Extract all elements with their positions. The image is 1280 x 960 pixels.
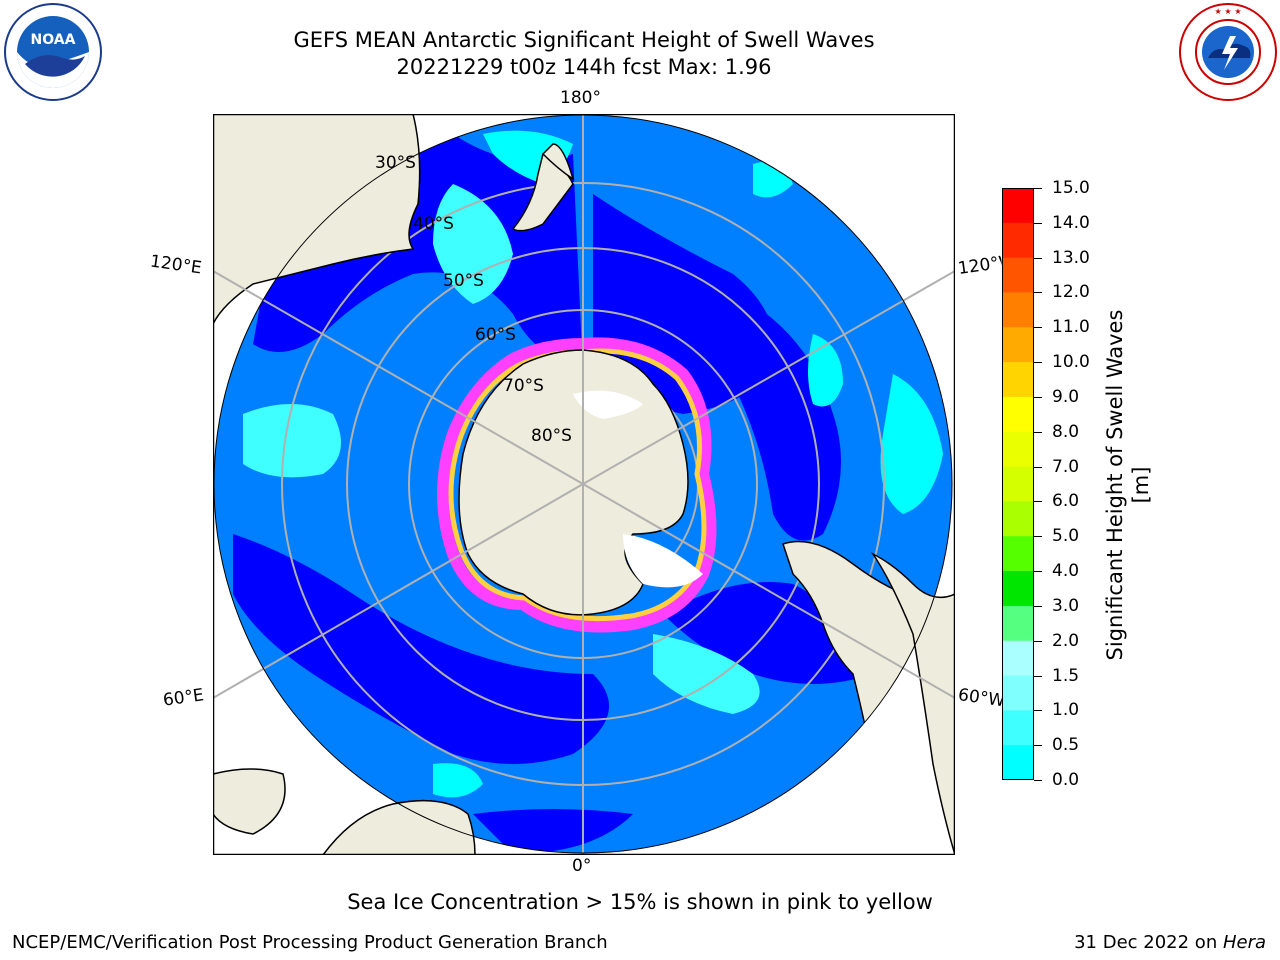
swell-mid-region [433, 184, 513, 304]
colorbar-tick-mark [1034, 327, 1042, 329]
colorbar-tick-label: 11.0 [1052, 317, 1090, 338]
colorbar-tick-label: 13.0 [1052, 247, 1090, 268]
lat-label-60s: 60°S [475, 325, 516, 345]
swell-mid-region [653, 634, 760, 714]
swell-low-region [233, 534, 609, 764]
colorbar-tick-mark [1034, 466, 1042, 468]
colorbar-tick-label: 1.0 [1052, 700, 1080, 721]
colorbar-tick-mark [1034, 292, 1042, 294]
colorbar-tick-mark [1034, 675, 1042, 677]
colorbar-tick-label: 9.0 [1052, 386, 1080, 407]
lon-label-120e: 120°E [148, 251, 203, 279]
svg-text:★ ★ ★: ★ ★ ★ [1214, 7, 1241, 16]
chart-title: GEFS MEAN Antarctic Significant Height o… [293, 28, 875, 52]
colorbar-tick-label: 8.0 [1052, 421, 1080, 442]
footer-credit: NCEP/EMC/Verification Post Processing Pr… [12, 932, 608, 953]
antarctica-landmass [458, 349, 689, 616]
colorbar-tick-mark [1034, 605, 1042, 607]
swell-mid-region [243, 404, 341, 478]
sea-ice-note: Sea Ice Concentration > 15% is shown in … [347, 890, 933, 914]
colorbar-tick-mark [1034, 501, 1042, 503]
colorbar-tick-label: 0.0 [1052, 770, 1080, 790]
lat-label-70s: 70°S [503, 376, 544, 396]
colorbar-tick-label: 0.5 [1052, 735, 1080, 756]
footer-date-text: 31 Dec 2022 on [1074, 932, 1223, 953]
lat-label-30s: 30°S [375, 153, 416, 173]
colorbar-tick-label: 10.0 [1052, 352, 1090, 373]
colorbar-tick-label: 15.0 [1052, 178, 1090, 198]
nz-north-island [541, 143, 575, 181]
colorbar-tick-mark [1034, 640, 1042, 642]
lon-label-120w: 120°W [956, 253, 1004, 279]
colorbar-tick-label: 14.0 [1052, 212, 1090, 233]
colorbar-tick-mark [1034, 188, 1042, 189]
south-america-corner-land [870, 552, 955, 855]
sea-ice-ring [437, 337, 717, 633]
swell-mid-region [433, 763, 483, 798]
colorbar-tick-label: 6.0 [1052, 491, 1080, 512]
colorbar-tick-label: 2.0 [1052, 630, 1080, 651]
colorbar-label: Significant Height of Swell Waves [m] [1103, 309, 1153, 661]
lon-label-60w: 60°W [956, 685, 1004, 711]
lon-label-0: 0° [572, 856, 592, 876]
colorbar-tick-mark [1034, 257, 1042, 259]
colorbar-tick-mark [1034, 536, 1042, 538]
colorbar-tick-label: 3.0 [1052, 595, 1080, 616]
colorbar-tick-label: 12.0 [1052, 282, 1090, 303]
colorbar-tick-mark [1034, 780, 1042, 781]
colorbar-tick-label: 4.0 [1052, 561, 1080, 582]
colorbar-tick-mark [1034, 222, 1042, 224]
colorbar-tick-mark [1034, 745, 1042, 747]
colorbar-tick-mark [1034, 431, 1042, 433]
colorbar-tick-mark [1034, 710, 1042, 712]
chart-subtitle: 20221229 t00z 144h fcst Max: 1.96 [396, 55, 772, 79]
swell-low-region [593, 194, 775, 414]
lat-label-40s: 40°S [413, 214, 454, 234]
colorbar-tick-label: 5.0 [1052, 526, 1080, 547]
colorbar-tick-label: 1.5 [1052, 665, 1080, 686]
footer-machine: Hera [1222, 932, 1266, 953]
australia-corner-land [213, 114, 421, 325]
polar-map: 30°S 40°S 50°S 60°S 70°S 80°S [213, 114, 955, 855]
ice-shelf [623, 534, 703, 588]
swell-low-region [733, 304, 841, 541]
nws-logo: ★ ★ ★ [1178, 2, 1278, 102]
noaa-logo: NOAA [3, 2, 103, 102]
longitude-gridlines [213, 114, 955, 855]
colorbar-tick-mark [1034, 571, 1042, 573]
colorbar-tick-mark [1034, 396, 1042, 398]
lat-label-50s: 50°S [443, 271, 484, 291]
lon-label-180: 180° [560, 88, 601, 108]
colorbar-tick-label: 7.0 [1052, 456, 1080, 477]
swell-mid-region [808, 334, 843, 407]
lon-label-60e: 60°E [161, 685, 206, 711]
ice-shelf [573, 390, 643, 419]
swell-low-region [473, 809, 633, 853]
colorbar-tick-mark [1034, 362, 1042, 364]
noaa-logo-text: NOAA [31, 32, 76, 48]
madagascar-corner-land [213, 768, 286, 835]
colorbar [1002, 188, 1034, 781]
lat-label-80s: 80°S [531, 426, 572, 446]
swell-mid-region [880, 374, 943, 514]
footer-date: 31 Dec 2022 on Hera [1074, 932, 1266, 953]
